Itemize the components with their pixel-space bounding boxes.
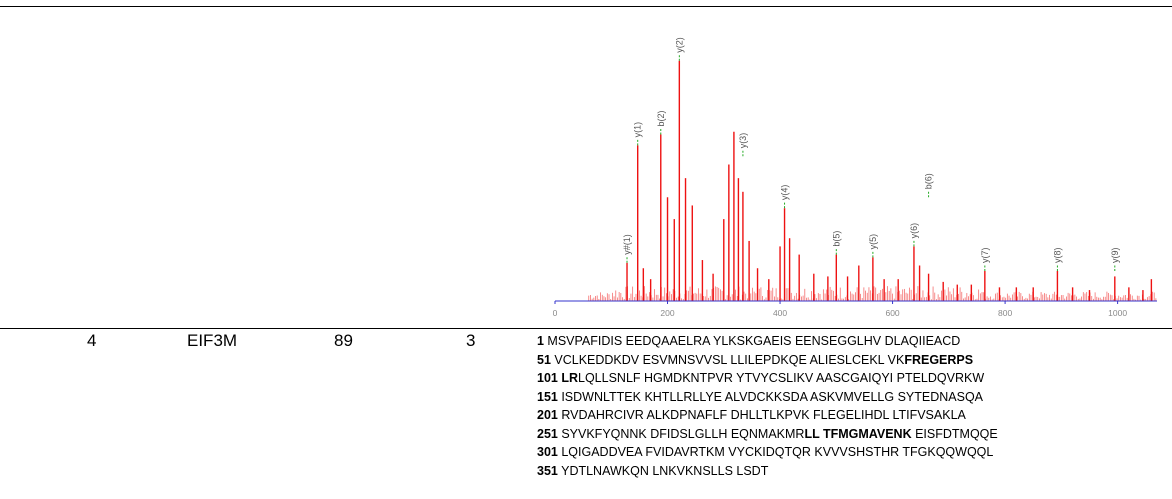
peak-label: b(5) (831, 231, 841, 247)
sequence-line: 351 YDTLNAWKQN LNKVKNSLLS LSDT (537, 462, 998, 481)
peak-label: b(2) (656, 110, 666, 126)
sequence-position: 151 (537, 389, 558, 404)
sequence-position: 1 (537, 334, 544, 348)
sequence-text: MSVPAFIDIS EEDQAAELRA YLKSKGAEIS EENSEGG… (543, 334, 961, 348)
x-tick-label: 400 (773, 308, 787, 318)
peak-label: y(4) (780, 185, 790, 201)
spectrum-tick-labels: 0 200 400 600 800 1000 (553, 301, 1127, 318)
sequence-line: 301 LQIGADDVEA FVIDAVRTKM VYCKIDQTQR KVV… (537, 443, 998, 462)
peak-label: b(6) (924, 173, 934, 189)
sequence-position: 201 (537, 408, 558, 422)
peak-label: y(3) (738, 133, 748, 149)
peptide-count-cell: 3 (466, 331, 476, 350)
peak-label: y(8) (1052, 247, 1062, 263)
matched-peptide: FREGERPS (904, 352, 974, 367)
sequence-position: 251 (537, 426, 558, 441)
x-tick-label: 800 (998, 308, 1012, 318)
score-cell: 89 (334, 331, 353, 350)
sequence-line: 101 LRLQLLSNLF HGMDKNTPVR YTVYCSLIKV AAS… (537, 369, 998, 388)
sequence-text: LQLLSNLF HGMDKNTPVR YTVYCSLIKV AASCGAIQY… (578, 371, 985, 385)
rank-cell: 4 (87, 331, 97, 350)
peak-label: y(2) (674, 37, 684, 53)
x-tick-label: 1000 (1108, 308, 1127, 318)
sequence-text: ISDWNLTTEK KHTLLRLLYE ALVDCKKSDA ASKVMVE… (557, 389, 983, 404)
gene-name-cell: EIF3M (187, 331, 238, 350)
peak-label: y(6) (909, 223, 919, 239)
sequence-text: SYVKFYQNNK DFIDSLGLLH EQNMAKMR (557, 426, 805, 441)
peak-label: y(9) (1110, 247, 1120, 263)
peak-label: y(5) (868, 234, 878, 250)
matched-peptide: LL TFMGMAVENK (804, 426, 912, 441)
sequence-position: 351 (537, 463, 558, 478)
spectrum-annotations: y#(1) y(1) b(2) y(2) y(3) y(4) b(5) y(5) y(6) b(6… (622, 37, 1120, 271)
ms-ms-spectrum: y#(1) y(1) b(2) y(2) y(3) y(4) b(5) y(5) y(6) b(6… (553, 37, 1157, 318)
sequence-position: 101 (537, 371, 558, 385)
matched-peptide: LR (557, 371, 578, 385)
sequence-line: 251 SYVKFYQNNK DFIDSLGLLH EQNMAKMRLL TFM… (537, 425, 998, 444)
peak-label: y#(1) (622, 234, 632, 255)
x-tick-label: 200 (660, 308, 674, 318)
sequence-text: VCLKEDDKDV ESVMNSVVSL LLILEPDKQE ALIESLC… (550, 352, 905, 367)
sequence-line: 1 MSVPAFIDIS EEDQAAELRA YLKSKGAEIS EENSE… (537, 332, 998, 351)
row-separator-rule (0, 328, 1172, 329)
sequence-text: RVDAHRCIVR ALKDPNAFLF DHLLTLKPVK FLEGELI… (557, 408, 966, 422)
top-rule (0, 6, 1172, 7)
spectrum-peaks (588, 60, 1157, 301)
protein-sequence: 1 MSVPAFIDIS EEDQAAELRA YLKSKGAEIS EENSE… (537, 332, 998, 480)
sequence-position: 301 (537, 445, 558, 459)
sequence-position: 51 (537, 352, 551, 367)
x-tick-label: 0 (553, 308, 558, 318)
sequence-line: 151 ISDWNLTTEK KHTLLRLLYE ALVDCKKSDA ASK… (537, 388, 998, 407)
sequence-line: 51 VCLKEDDKDV ESVMNSVVSL LLILEPDKQE ALIE… (537, 351, 998, 370)
sequence-line: 201 RVDAHRCIVR ALKDPNAFLF DHLLTLKPVK FLE… (537, 406, 998, 425)
sequence-text: LQIGADDVEA FVIDAVRTKM VYCKIDQTQR KVVVSHS… (557, 445, 994, 459)
x-tick-label: 600 (885, 308, 899, 318)
peak-label: y(7) (980, 247, 990, 263)
peak-label: y(1) (633, 122, 643, 138)
sequence-text: YDTLNAWKQN LNKVKNSLLS LSDT (557, 463, 769, 478)
sequence-text: EISFDTMQQE (911, 426, 998, 441)
